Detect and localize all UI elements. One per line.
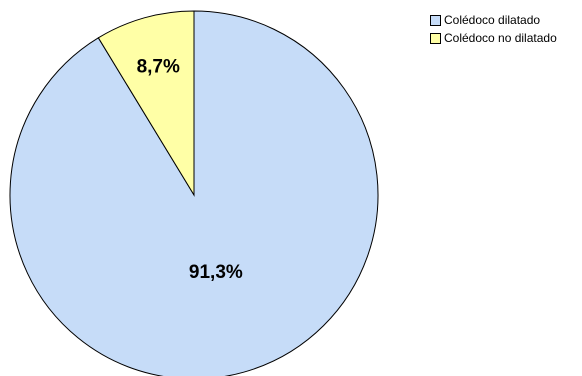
legend-label-coledoco-no-dilatado: Colédoco no dilatado xyxy=(444,31,557,45)
pie-data-labels: 91,3% 8,7% xyxy=(137,56,243,283)
legend-item-coledoco-no-dilatado: Colédoco no dilatado xyxy=(430,30,557,46)
legend-item-coledoco-dilatado: Colédoco dilatado xyxy=(430,12,557,28)
legend: Colédoco dilatado Colédoco no dilatado xyxy=(430,12,557,48)
data-label-coledoco-dilatado: 91,3% xyxy=(189,262,243,283)
pie-slice-coledoco-dilatado xyxy=(9,10,379,376)
data-label-coledoco-no-dilatado: 8,7% xyxy=(137,56,180,77)
pie-slices xyxy=(9,10,379,376)
legend-swatch-coledoco-dilatado xyxy=(430,14,441,26)
legend-swatch-coledoco-no-dilatado xyxy=(430,32,441,44)
legend-label-coledoco-dilatado: Colédoco dilatado xyxy=(444,13,541,27)
pie-slice-coledoco-no-dilatado xyxy=(97,10,195,197)
